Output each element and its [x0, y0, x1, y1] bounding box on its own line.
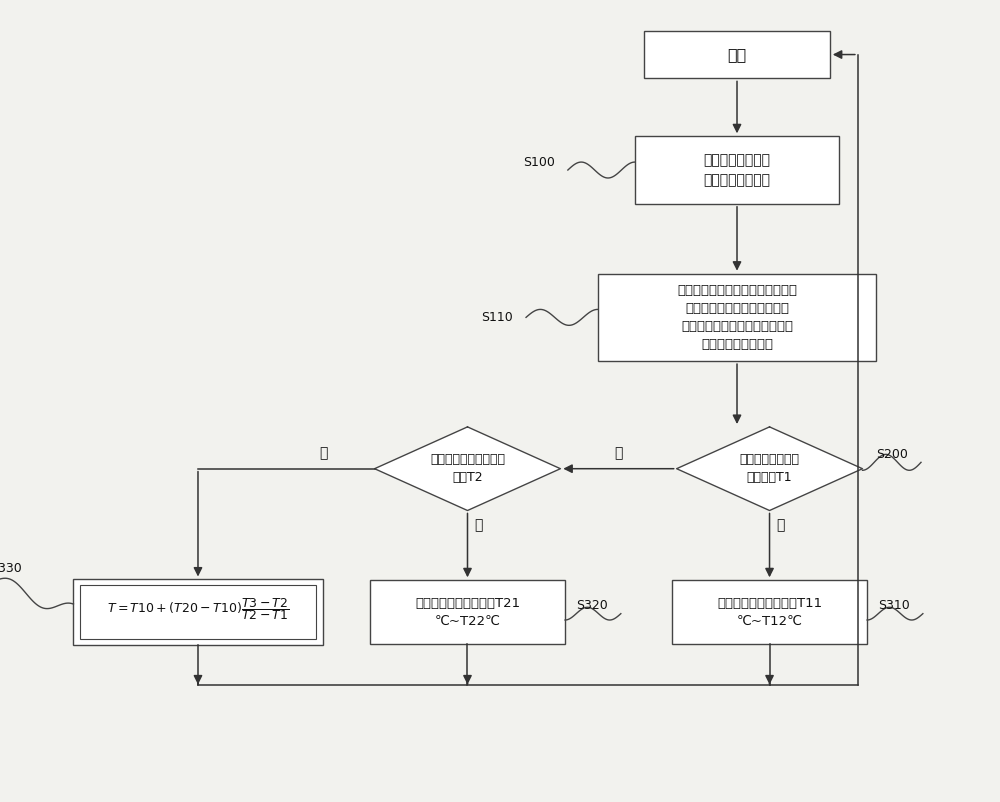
Text: 室外环境温度是否
小于等于T1: 室外环境温度是否 小于等于T1	[740, 453, 800, 484]
Text: 室外环境温度是否大于
等于T2: 室外环境温度是否大于 等于T2	[430, 453, 505, 484]
Bar	[598, 273, 876, 361]
Text: 否: 否	[614, 446, 623, 460]
Text: S320: S320	[576, 599, 608, 612]
Text: 是: 是	[474, 518, 483, 532]
Polygon shape	[677, 427, 862, 511]
Bar	[73, 579, 323, 645]
Bar	[644, 30, 830, 79]
Text: S100: S100	[523, 156, 555, 168]
Text: $T=T10+(T20-T10)\dfrac{T3-T2}{T2-T1}$: $T=T10+(T20-T10)\dfrac{T3-T2}{T2-T1}$	[107, 596, 289, 622]
Text: 获取手操器的设定环境温度的下限
值、设定环境温度的上限值、
最小允许设定出水温度值、最大
允许设定出水温度值: 获取手操器的设定环境温度的下限 值、设定环境温度的上限值、 最小允许设定出水温度…	[677, 284, 797, 350]
Text: 否: 否	[319, 446, 328, 460]
Bar	[672, 580, 867, 644]
Text: 出水设定温度范围为：T21
℃~T22℃: 出水设定温度范围为：T21 ℃~T22℃	[415, 597, 520, 627]
Text: S110: S110	[481, 311, 513, 324]
Text: S330: S330	[0, 561, 22, 575]
Text: S200: S200	[876, 448, 908, 461]
Text: 开始: 开始	[727, 47, 747, 62]
Bar	[370, 580, 565, 644]
Text: 是: 是	[776, 518, 785, 532]
Text: 出水设定温度范围为：T11
℃~T12℃: 出水设定温度范围为：T11 ℃~T12℃	[717, 597, 822, 627]
Text: 获取室外环境温度
值，出水设定温度: 获取室外环境温度 值，出水设定温度	[704, 153, 771, 187]
Bar	[635, 136, 839, 204]
Text: S310: S310	[878, 599, 910, 612]
Polygon shape	[375, 427, 560, 511]
Bar	[80, 585, 316, 639]
